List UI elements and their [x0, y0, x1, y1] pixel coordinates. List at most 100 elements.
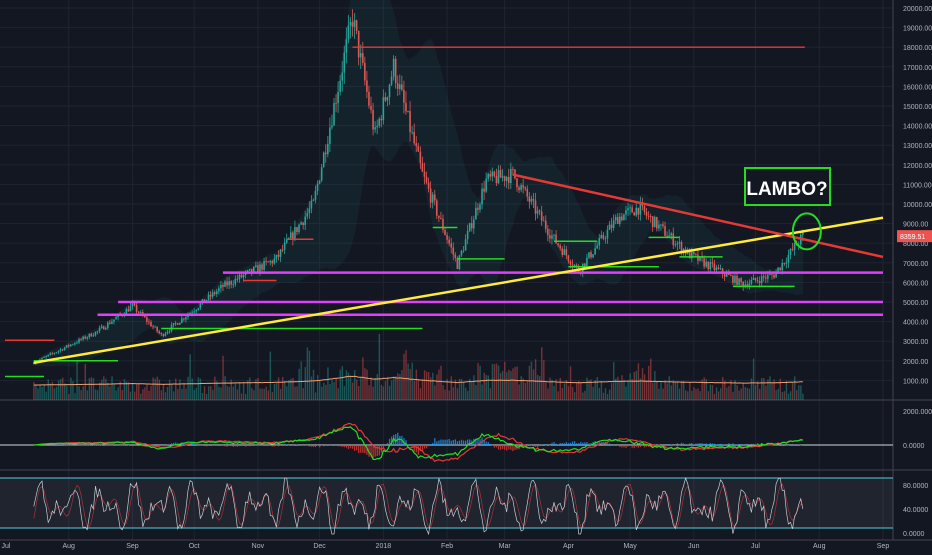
volume-bar [179, 379, 180, 400]
volume-bar [451, 376, 452, 400]
volume-bar [187, 377, 188, 400]
macd-histogram-bar [629, 445, 630, 446]
volume-bar [37, 388, 38, 400]
macd-histogram-bar [570, 443, 571, 445]
macd-histogram-bar [194, 444, 195, 445]
volume-bar [35, 385, 36, 400]
time-tick-label: Apr [563, 543, 575, 550]
price-tick-label: 8000.00 [903, 241, 928, 248]
volume-bar [642, 368, 643, 400]
macd-histogram-bar [453, 440, 454, 445]
macd-histogram-bar [490, 444, 491, 445]
volume-bar [62, 378, 63, 400]
volume-bar [424, 370, 425, 400]
volume-bar [681, 381, 682, 400]
volume-bar [224, 376, 225, 400]
price-tick-label: 11000.00 [903, 182, 932, 189]
volume-bar [237, 389, 238, 400]
macd-histogram-bar [319, 445, 320, 447]
volume-bar [344, 386, 345, 400]
volume-bar [712, 385, 713, 400]
volume-bar [103, 376, 104, 400]
macd-histogram-bar [68, 445, 69, 446]
price-tick-label: 6000.00 [903, 280, 928, 287]
volume-bar [572, 387, 573, 400]
volume-bar [268, 390, 269, 400]
macd-histogram-bar [372, 445, 373, 459]
volume-bar [662, 389, 663, 400]
macd-histogram-bar [426, 445, 427, 448]
macd-histogram-bar [309, 445, 310, 446]
macd-histogram-bar [706, 443, 707, 445]
macd-histogram-bar [385, 445, 386, 446]
volume-bar [609, 390, 610, 400]
volume-bar [261, 389, 262, 400]
macd-histogram-bar [352, 445, 353, 449]
volume-bar [288, 380, 289, 400]
volume-bar [537, 375, 538, 400]
volume-bar [194, 390, 195, 400]
macd-histogram-bar [161, 445, 162, 446]
volume-bar [233, 387, 234, 400]
macd-histogram-bar [422, 445, 423, 450]
volume-bar [689, 382, 690, 400]
volume-bar [325, 385, 326, 400]
macd-histogram-bar [506, 445, 507, 451]
volume-bar [607, 394, 608, 400]
macd-histogram-bar [701, 443, 702, 445]
macd-histogram-bar [677, 443, 678, 445]
volume-bar [50, 384, 51, 400]
macd-histogram-bar [580, 442, 581, 445]
macd-histogram-bar [358, 445, 359, 453]
macd-histogram-bar [311, 445, 312, 447]
volume-bar [724, 381, 725, 400]
macd-histogram-bar [442, 440, 443, 445]
volume-bar [765, 386, 766, 400]
macd-histogram-bar [504, 445, 505, 450]
macd-histogram-bar [671, 444, 672, 445]
volume-bar [442, 385, 443, 400]
time-tick-label: Nov [252, 543, 265, 550]
macd-histogram-bar [465, 441, 466, 445]
macd-histogram-bar [564, 443, 565, 445]
volume-bar [418, 380, 419, 400]
price-tick-label: 9000.00 [903, 222, 928, 229]
volume-bar [535, 359, 536, 400]
macd-histogram-bar [617, 445, 618, 446]
volume-bar [379, 334, 380, 400]
volume-bar [500, 373, 501, 400]
volume-bar [171, 383, 172, 400]
macd-histogram-bar [245, 445, 246, 447]
volume-bar [329, 384, 330, 400]
time-tick-label: Jun [688, 543, 699, 550]
volume-bar [204, 386, 205, 400]
macd-histogram-bar [354, 445, 355, 451]
macd-histogram-bar [586, 442, 587, 445]
macd-histogram-bar [428, 445, 429, 446]
volume-bar [300, 361, 301, 400]
volume-bar [652, 383, 653, 400]
macd-histogram-bar [734, 444, 735, 445]
volume-bar [547, 389, 548, 400]
volume-bar [629, 373, 630, 400]
volume-bar [208, 386, 209, 400]
volume-bar [105, 379, 106, 400]
volume-bar [574, 392, 575, 400]
volume-bar [276, 383, 277, 400]
macd-histogram-bar [613, 445, 614, 446]
macd-histogram-bar [218, 445, 219, 446]
time-tick-label: Oct [189, 543, 200, 550]
volume-bar [120, 382, 121, 400]
macd-histogram-bar [463, 440, 464, 445]
volume-bar [800, 385, 801, 400]
volume-bar [356, 379, 357, 400]
macd-histogram-bar [778, 445, 779, 446]
volume-bar [253, 390, 254, 400]
volume-bar [366, 370, 367, 400]
volume-bar [122, 390, 123, 400]
volume-bar [175, 379, 176, 400]
macd-histogram-bar [226, 445, 227, 447]
macd-histogram-bar [623, 445, 624, 447]
